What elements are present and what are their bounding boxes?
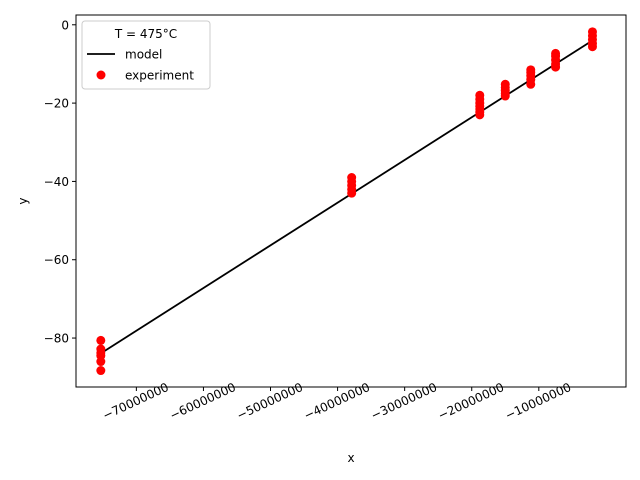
- model-line: [100, 39, 593, 355]
- axes-frame: [75, 14, 627, 388]
- experiment-point: [526, 79, 536, 89]
- experiment-point: [96, 366, 106, 376]
- experiment-point: [347, 188, 357, 198]
- y-tick-label: −40: [44, 175, 69, 189]
- legend-box: [81, 20, 211, 90]
- experiment-point: [96, 335, 106, 345]
- experiment-point: [551, 62, 561, 72]
- experiment-point: [500, 91, 510, 101]
- y-tick-label: −60: [44, 253, 69, 267]
- y-axis-label: y: [16, 197, 30, 204]
- legend-title: T = 475°C: [114, 27, 177, 41]
- legend-experiment-swatch: [96, 70, 106, 80]
- y-tick-label: −80: [44, 332, 69, 346]
- legend-label-model: model: [125, 48, 162, 62]
- experiment-point: [96, 357, 106, 367]
- experiment-point: [475, 110, 485, 120]
- legend-label-experiment: experiment: [125, 69, 194, 83]
- y-tick-label: −20: [44, 97, 69, 111]
- y-tick-label: 0: [61, 18, 69, 32]
- experiment-point: [587, 42, 597, 52]
- x-axis-label: x: [347, 451, 354, 465]
